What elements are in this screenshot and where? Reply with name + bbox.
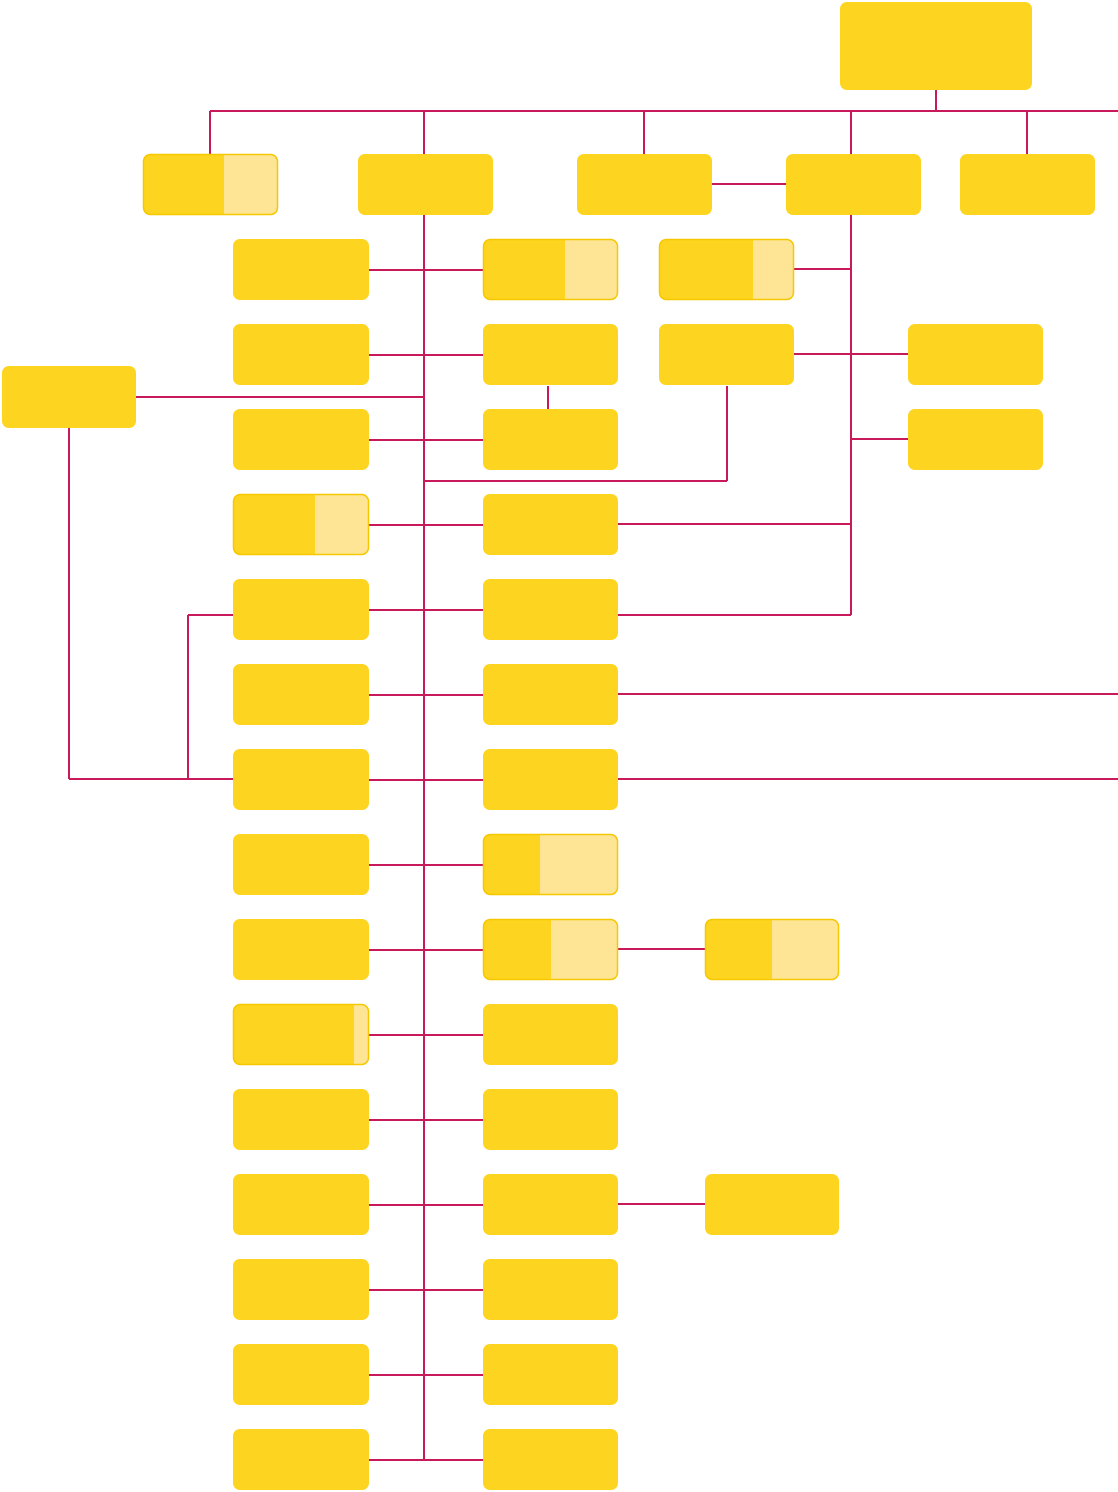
node-box [840, 2, 1032, 90]
node [233, 1429, 369, 1490]
node [483, 1344, 618, 1405]
node [358, 154, 493, 215]
node [483, 1259, 618, 1320]
node [840, 2, 1032, 90]
node [483, 749, 618, 810]
node [482, 918, 619, 981]
node-box [483, 579, 618, 640]
node [233, 1089, 369, 1150]
node [232, 1003, 370, 1066]
node-box [233, 409, 369, 470]
node [659, 324, 794, 385]
node-box [233, 1174, 369, 1235]
node-box [786, 154, 921, 215]
node [483, 1004, 618, 1065]
node-box [483, 664, 618, 725]
node [658, 238, 795, 301]
node [233, 749, 369, 810]
node-box [233, 1259, 369, 1320]
node-box [233, 239, 369, 300]
node [908, 409, 1043, 470]
node [483, 579, 618, 640]
node [233, 834, 369, 895]
node-box [483, 1004, 618, 1065]
node-fill [143, 154, 224, 215]
node-box [358, 154, 493, 215]
node [233, 1259, 369, 1320]
node [908, 324, 1043, 385]
node-fill [233, 494, 315, 555]
node-box [483, 1259, 618, 1320]
node [577, 154, 712, 215]
node-border [482, 238, 619, 301]
node [142, 153, 279, 216]
node-box [705, 1174, 839, 1235]
node [483, 494, 618, 555]
node-border [482, 833, 619, 896]
node-box [233, 834, 369, 895]
node-box [659, 324, 794, 385]
node-box [483, 749, 618, 810]
node-border [482, 918, 619, 981]
node-box [483, 409, 618, 470]
node-box [908, 409, 1043, 470]
node-box [483, 494, 618, 555]
node-border [704, 918, 840, 981]
node-border [232, 493, 370, 556]
node-fill [659, 239, 753, 300]
node-fill [483, 239, 565, 300]
node [483, 1174, 618, 1235]
node [483, 1429, 618, 1490]
node [482, 238, 619, 301]
node [233, 579, 369, 640]
node-border [232, 1003, 370, 1066]
node [704, 918, 840, 981]
node-fill [705, 919, 772, 980]
node-box [233, 1429, 369, 1490]
node-fill [483, 834, 540, 895]
node-box [233, 749, 369, 810]
node [233, 409, 369, 470]
node-box [2, 366, 136, 428]
node [233, 664, 369, 725]
node-box [233, 1344, 369, 1405]
node [2, 366, 136, 428]
node [786, 154, 921, 215]
node [483, 324, 618, 385]
node [233, 239, 369, 300]
node [233, 1344, 369, 1405]
node [233, 919, 369, 980]
node [232, 493, 370, 556]
node [233, 1174, 369, 1235]
node-border [142, 153, 279, 216]
node-box [960, 154, 1095, 215]
node [482, 833, 619, 896]
node-box [908, 324, 1043, 385]
node-box [483, 1089, 618, 1150]
node-box [233, 919, 369, 980]
node-box [233, 324, 369, 385]
node-box [483, 1344, 618, 1405]
node [483, 664, 618, 725]
node-box [483, 1429, 618, 1490]
node-box [577, 154, 712, 215]
node [705, 1174, 839, 1235]
node-box [233, 1089, 369, 1150]
node-fill [233, 1004, 354, 1065]
node-box [233, 579, 369, 640]
node-box [483, 1174, 618, 1235]
node-fill [483, 919, 551, 980]
node-box [483, 324, 618, 385]
node-box [233, 664, 369, 725]
node [960, 154, 1095, 215]
node [483, 1089, 618, 1150]
node [483, 409, 618, 470]
node-border [658, 238, 795, 301]
node [233, 324, 369, 385]
